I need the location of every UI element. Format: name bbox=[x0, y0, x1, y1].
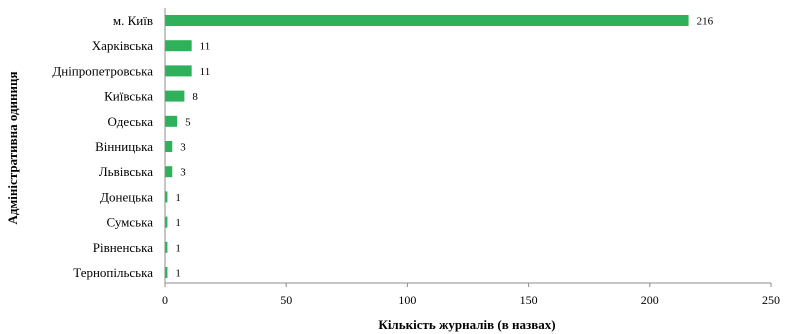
value-label: 11 bbox=[200, 66, 211, 78]
value-label: 1 bbox=[175, 242, 181, 254]
x-tick-label: 0 bbox=[162, 293, 168, 307]
category-label: Львівська bbox=[99, 164, 153, 179]
x-tick-label: 200 bbox=[641, 293, 659, 307]
x-tick-label: 250 bbox=[762, 293, 780, 307]
bar bbox=[165, 267, 168, 278]
category-label: Тернопільська bbox=[73, 265, 153, 280]
category-label: Одеська bbox=[107, 114, 153, 129]
bar bbox=[165, 115, 178, 127]
category-labels: м. Київ Харківська Дніпропетровська Київськ… bbox=[52, 13, 153, 280]
value-label: 1 bbox=[175, 268, 181, 280]
category-label: Київська bbox=[104, 89, 153, 104]
category-label: м. Київ bbox=[113, 13, 153, 28]
bar bbox=[165, 166, 173, 178]
bar bbox=[165, 65, 192, 77]
value-label: 8 bbox=[192, 91, 198, 103]
category-label: Рівненська bbox=[93, 240, 153, 255]
y-axis-title: Адміністративна одиниця bbox=[5, 71, 20, 224]
category-label: Донецька bbox=[100, 189, 153, 204]
bar bbox=[165, 15, 689, 26]
value-label: 216 bbox=[697, 16, 714, 28]
x-tick-label: 100 bbox=[398, 293, 416, 307]
bars-layer bbox=[165, 15, 689, 278]
value-label: 3 bbox=[180, 167, 186, 179]
category-label: Сумська bbox=[107, 215, 154, 230]
x-tick-label: 150 bbox=[520, 293, 538, 307]
bar bbox=[165, 191, 168, 203]
category-label: Харківська bbox=[92, 38, 153, 53]
value-label: 11 bbox=[200, 41, 211, 53]
bar bbox=[165, 141, 173, 152]
value-label: 3 bbox=[180, 142, 186, 154]
value-label: 1 bbox=[175, 217, 181, 229]
x-tick-label: 50 bbox=[280, 293, 292, 307]
value-label: 1 bbox=[175, 192, 181, 204]
x-axis-title: Кількість журналів (в назвах) bbox=[378, 317, 555, 332]
x-axis: 0 50 100 150 200 250 bbox=[162, 8, 780, 307]
bar bbox=[165, 216, 168, 228]
bar bbox=[165, 241, 168, 253]
bar bbox=[165, 40, 192, 52]
category-label: Дніпропетровська bbox=[52, 63, 153, 78]
value-label: 5 bbox=[185, 116, 191, 128]
category-label: Вінницька bbox=[95, 139, 153, 154]
bar bbox=[165, 90, 185, 102]
